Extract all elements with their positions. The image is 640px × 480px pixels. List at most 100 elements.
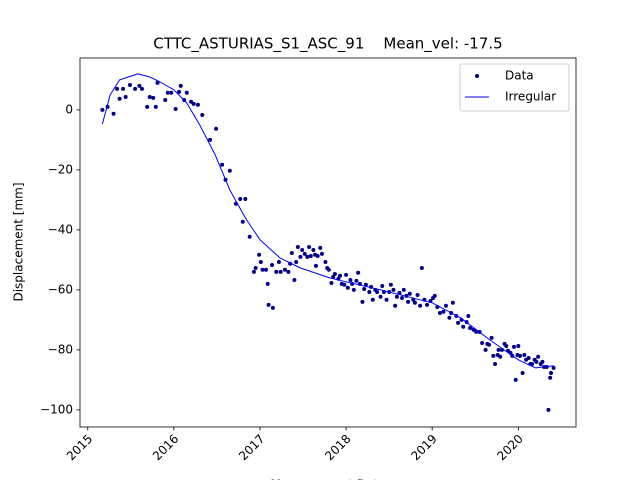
- data-point: [264, 267, 268, 272]
- data-point: [516, 344, 521, 348]
- data-point: [220, 162, 225, 167]
- data-point: [546, 407, 551, 412]
- data-point: [251, 269, 256, 274]
- plot-frame: [79, 57, 577, 428]
- data-point: [184, 90, 189, 95]
- data-point: [111, 111, 116, 116]
- data-point: [265, 281, 270, 286]
- data-point: [342, 282, 347, 287]
- data-point: [360, 299, 365, 304]
- data-point: [123, 95, 128, 99]
- data-point: [425, 302, 430, 307]
- data-point: [487, 342, 492, 347]
- x-axis-label: Measurement Date: [271, 478, 386, 480]
- data-point: [177, 89, 182, 94]
- data-point: [319, 251, 324, 256]
- data-point: [418, 303, 423, 308]
- data-point: [534, 359, 539, 364]
- data-point: [378, 294, 383, 299]
- data-point: [432, 293, 437, 298]
- data-point: [483, 347, 488, 352]
- data-point: [351, 287, 356, 292]
- data-point: [375, 290, 380, 294]
- data-point: [292, 278, 297, 282]
- data-point: [191, 101, 196, 106]
- chart-title: CTTC_ASTURIAS_S1_ASC_91 Mean_vel: -17.5: [153, 35, 502, 54]
- data-point: [313, 263, 318, 268]
- data-point: [240, 219, 245, 224]
- data-point: [551, 365, 556, 370]
- data-point: [253, 266, 258, 270]
- legend: Data Irregular: [459, 63, 570, 112]
- data-point: [391, 287, 396, 292]
- data-point: [354, 278, 359, 283]
- data-point: [127, 83, 132, 87]
- y-tick-label: −60: [48, 282, 73, 296]
- data-point: [278, 269, 283, 274]
- data-point: [308, 254, 313, 258]
- data-point: [345, 285, 350, 290]
- data-point: [270, 305, 275, 310]
- data-point: [344, 272, 349, 277]
- data-point: [518, 353, 523, 358]
- data-point: [367, 290, 372, 294]
- data-point: [208, 137, 213, 142]
- data-point: [227, 168, 232, 173]
- data-point: [362, 287, 367, 291]
- data-point: [536, 354, 541, 359]
- y-tick-label: −80: [48, 342, 73, 356]
- data-point: [311, 248, 316, 252]
- y-tick-label: −20: [48, 162, 73, 176]
- data-point: [147, 95, 152, 99]
- data-point: [121, 86, 126, 91]
- data-point: [461, 324, 466, 329]
- data-point: [117, 96, 122, 101]
- data-point: [450, 300, 455, 305]
- data-point: [437, 311, 442, 315]
- data-point: [512, 344, 516, 349]
- data-point: [468, 326, 473, 330]
- data-point: [289, 251, 294, 255]
- data-point: [393, 303, 398, 308]
- data-point: [260, 267, 265, 272]
- data-point: [302, 251, 307, 256]
- data-point: [318, 245, 323, 250]
- data-point: [522, 353, 527, 357]
- data-point: [504, 344, 509, 348]
- legend-label: Data: [505, 69, 534, 83]
- data-point: [513, 377, 518, 382]
- data-point: [276, 260, 281, 264]
- data-point: [173, 107, 178, 111]
- data-point: [298, 254, 303, 259]
- data-point: [491, 353, 496, 358]
- legend-label: Irregular: [505, 90, 556, 104]
- data-point: [323, 260, 328, 264]
- data-point: [412, 300, 417, 305]
- data-point: [380, 284, 385, 288]
- data-point: [348, 278, 353, 282]
- data-point: [300, 248, 305, 252]
- data-point: [400, 296, 405, 300]
- legend-marker: [475, 74, 479, 78]
- data-point: [140, 86, 144, 91]
- data-point: [115, 86, 120, 91]
- data-point: [169, 90, 174, 95]
- data-point: [406, 299, 411, 304]
- data-point: [315, 254, 320, 258]
- data-point: [480, 341, 485, 345]
- data-point: [526, 356, 531, 360]
- data-point: [266, 302, 271, 307]
- data-point: [329, 281, 334, 285]
- data-point: [419, 266, 424, 270]
- data-point: [137, 83, 142, 88]
- data-point: [447, 315, 452, 320]
- data-point: [441, 309, 446, 314]
- data-point: [415, 293, 420, 297]
- data-point: [540, 359, 545, 364]
- data-point: [496, 347, 501, 352]
- data-point: [178, 83, 183, 88]
- data-point: [247, 234, 252, 239]
- data-point: [549, 371, 554, 375]
- data-point: [163, 98, 168, 102]
